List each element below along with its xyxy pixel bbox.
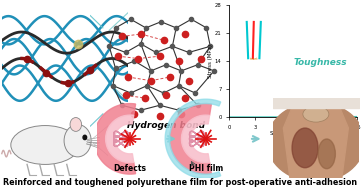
Polygon shape (283, 98, 348, 178)
Circle shape (83, 135, 87, 140)
Y-axis label: Stress (MPa): Stress (MPa) (208, 44, 213, 78)
Text: PHI film: PHI film (189, 164, 223, 174)
Ellipse shape (292, 128, 318, 168)
Text: Reinforced and toughened polyurethane film for post-operative anti-adhesion: Reinforced and toughened polyurethane fi… (4, 178, 357, 187)
Circle shape (70, 118, 82, 131)
Ellipse shape (318, 139, 335, 169)
X-axis label: Strain (mm/mm): Strain (mm/mm) (270, 131, 317, 136)
Ellipse shape (303, 106, 329, 122)
Text: Hydrogen bond: Hydrogen bond (127, 121, 205, 130)
Ellipse shape (11, 125, 79, 164)
Polygon shape (106, 115, 134, 163)
Text: Defects: Defects (113, 164, 147, 174)
Polygon shape (170, 104, 212, 174)
Polygon shape (182, 115, 210, 163)
Text: inset: inset (249, 57, 258, 60)
Text: Toughness: Toughness (293, 58, 347, 67)
Circle shape (64, 125, 91, 157)
Polygon shape (94, 104, 136, 174)
Ellipse shape (267, 102, 361, 182)
Polygon shape (165, 99, 221, 179)
